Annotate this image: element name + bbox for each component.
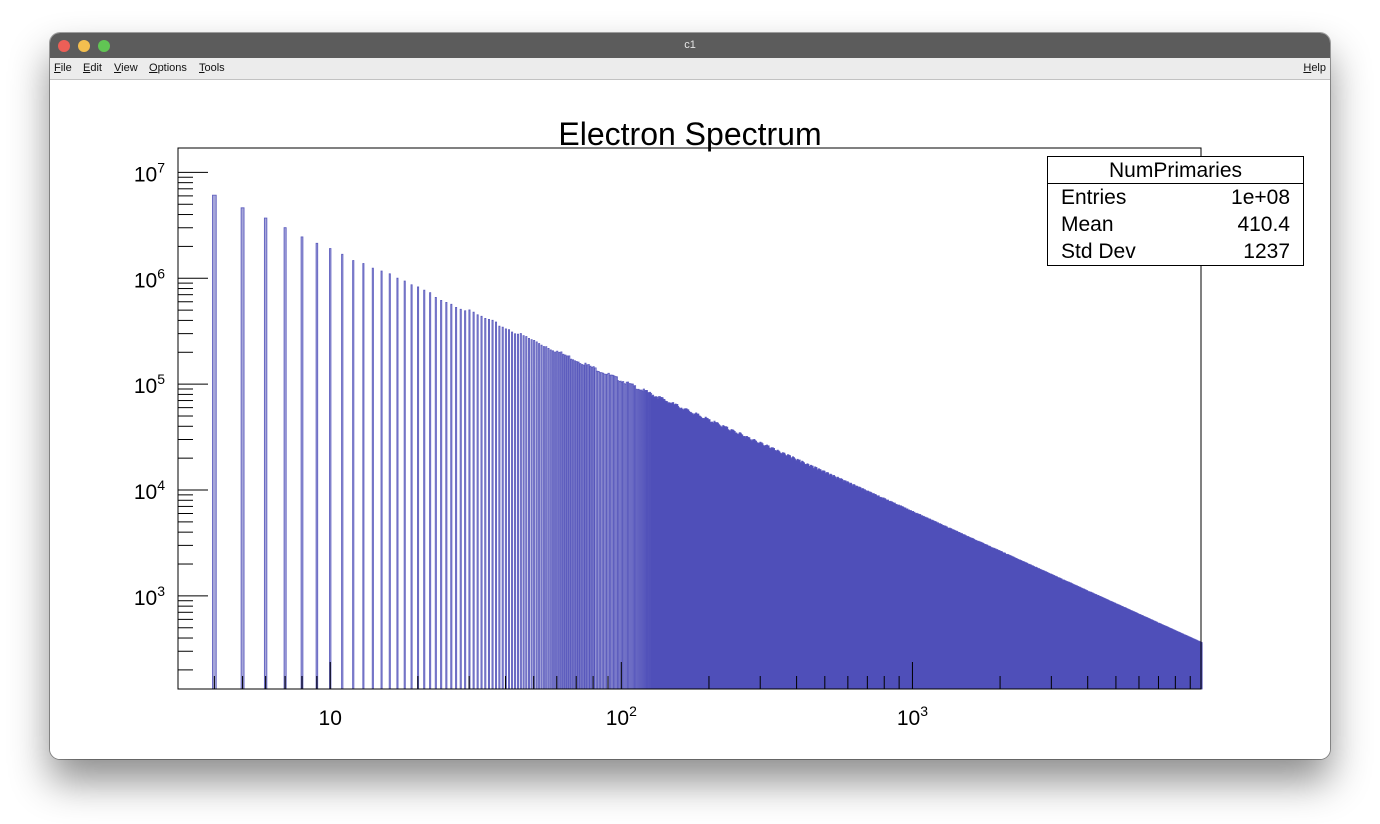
x-tick-label: 102 xyxy=(606,703,637,730)
menu-file[interactable]: File xyxy=(54,62,72,74)
menu-edit-label: dit xyxy=(90,62,102,74)
title-bar[interactable]: c1 xyxy=(50,33,1330,58)
axes: 103 104 105 106 107 10 102 103 xyxy=(134,147,1202,730)
y-tick-label: 106 xyxy=(134,265,165,292)
menu-tools-label: ools xyxy=(204,62,225,74)
menu-view-label: iew xyxy=(121,62,138,74)
y-tick-label: 105 xyxy=(134,371,165,398)
window-title: c1 xyxy=(684,39,696,51)
menu-help[interactable]: Help xyxy=(1303,62,1326,74)
stats-row-entries: Entries 1e+08 xyxy=(1048,184,1303,211)
stats-box-title: NumPrimaries xyxy=(1048,157,1303,184)
close-window-button[interactable] xyxy=(58,40,70,52)
stats-row-stddev: Std Dev 1237 xyxy=(1048,238,1303,265)
stats-key: Mean xyxy=(1061,213,1114,236)
plot-canvas[interactable]: Electron Spectrum 103 104 105 106 107 10 102 10… xyxy=(50,80,1330,759)
menu-view-mnemonic: V xyxy=(114,62,122,74)
menu-view[interactable]: View xyxy=(114,62,138,74)
root-canvas-window: c1 File Edit View Options Tools Help Ele… xyxy=(50,33,1330,759)
menu-help-mnemonic: H xyxy=(1303,62,1312,74)
x-tick-label: 103 xyxy=(897,703,928,730)
stats-key: Std Dev xyxy=(1061,240,1136,263)
x-tick-label: 10 xyxy=(319,707,342,730)
menu-file-mnemonic: F xyxy=(54,62,61,74)
stats-value: 1e+08 xyxy=(1231,186,1290,209)
menu-options-mnemonic: O xyxy=(149,62,158,74)
chart-title: Electron Spectrum xyxy=(558,116,821,152)
y-tick-label: 107 xyxy=(134,159,165,186)
minimize-window-button[interactable] xyxy=(78,40,90,52)
menu-help-label: elp xyxy=(1311,62,1326,74)
zoom-window-button[interactable] xyxy=(98,40,110,52)
menu-edit[interactable]: Edit xyxy=(83,62,102,74)
menu-file-label: ile xyxy=(60,62,72,74)
stats-row-mean: Mean 410.4 xyxy=(1048,211,1303,238)
menu-tools-mnemonic: T xyxy=(199,62,205,74)
stats-value: 410.4 xyxy=(1237,213,1290,236)
menu-edit-mnemonic: E xyxy=(83,62,91,74)
menu-options-label: ptions xyxy=(157,62,187,74)
menu-options[interactable]: Options xyxy=(149,62,187,74)
stats-value: 1237 xyxy=(1243,240,1290,263)
stats-key: Entries xyxy=(1061,186,1127,209)
menu-tools[interactable]: Tools xyxy=(199,62,225,74)
y-tick-label: 104 xyxy=(134,477,165,504)
histogram-bars xyxy=(212,194,1203,690)
y-tick-label: 103 xyxy=(134,583,165,610)
stats-box[interactable]: NumPrimaries Entries 1e+08 Mean 410.4 St… xyxy=(1047,156,1304,266)
menu-bar: File Edit View Options Tools Help xyxy=(50,58,1330,80)
